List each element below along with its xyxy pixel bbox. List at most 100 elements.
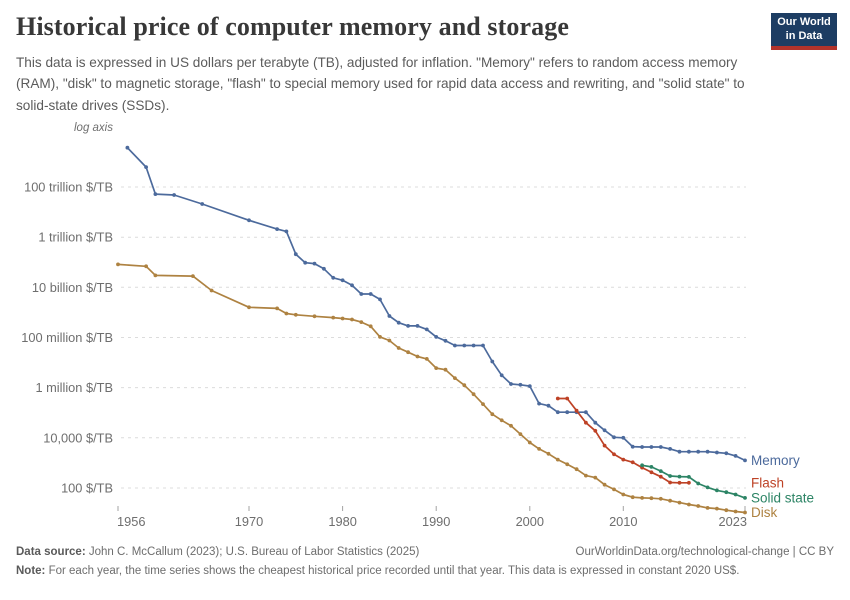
data-point (537, 401, 541, 406)
data-point (518, 432, 523, 436)
data-point (668, 447, 672, 451)
data-point (424, 327, 429, 332)
y-axis-tick-label: 1 trillion $/TB (38, 230, 113, 245)
data-point (574, 467, 579, 472)
series-line-solid-state (641, 464, 746, 499)
data-point (144, 264, 149, 269)
series-solid-state: Solid state (640, 463, 814, 505)
y-axis-tick-label: 10 billion $/TB (32, 280, 113, 295)
data-point (705, 506, 710, 510)
data-point (518, 382, 523, 387)
data-point (359, 320, 364, 324)
data-point (602, 482, 607, 487)
data-point (649, 496, 654, 501)
data-point (696, 504, 701, 508)
data-point (396, 320, 401, 325)
data-point (677, 500, 682, 505)
data-point (331, 275, 336, 280)
data-point (612, 435, 616, 440)
data-point (565, 462, 570, 467)
data-point (715, 506, 719, 511)
price-history-chart: 100 trillion $/TB 1 trillion $/TB 10 billi… (21, 122, 814, 529)
data-point (677, 480, 682, 485)
data-point (584, 473, 588, 478)
data-point (293, 252, 298, 257)
data-point (116, 262, 120, 267)
data-point (705, 485, 710, 490)
data-point (527, 384, 532, 388)
data-point (471, 343, 476, 348)
data-point (696, 449, 701, 454)
data-point (565, 410, 570, 415)
page-title: Historical price of computer memory and … (16, 12, 569, 41)
y-axis-tick-label: 10,000 $/TB (43, 430, 113, 445)
data-point (602, 443, 607, 448)
x-axis-tick-label: 2023 (719, 514, 747, 529)
data-point (303, 260, 308, 265)
data-point (658, 445, 663, 449)
y-axis-tick-label: 100 trillion $/TB (24, 180, 113, 195)
data-point (733, 454, 738, 458)
data-point (172, 193, 177, 197)
data-point (434, 335, 439, 339)
y-axis-tick-label: 100 $/TB (61, 481, 113, 496)
data-point (153, 273, 158, 278)
data-point (668, 474, 672, 478)
owid-logo-line1: Our World (777, 16, 831, 28)
data-point (387, 338, 392, 343)
data-point (415, 324, 420, 328)
data-point (144, 165, 149, 170)
series-end-label-memory: Memory (751, 453, 800, 468)
data-point (350, 283, 354, 288)
data-point (322, 266, 326, 271)
data-point (378, 335, 382, 339)
data-point (200, 202, 205, 206)
data-point (378, 297, 382, 302)
chart-footer: Data source: John C. McCallum (2023); U.… (16, 546, 834, 577)
data-point (743, 496, 747, 500)
series-flash: Flash (555, 396, 784, 490)
data-point (630, 444, 635, 449)
data-point (527, 440, 532, 445)
y-axis-tick-label: 100 million $/TB (21, 330, 113, 345)
data-point (677, 474, 682, 479)
data-point (312, 314, 317, 319)
data-point (687, 502, 691, 507)
x-axis-tick-label: 1956 (117, 514, 145, 529)
data-point (593, 428, 598, 433)
data-point (593, 420, 598, 425)
data-point (715, 450, 719, 455)
data-point (602, 428, 607, 433)
data-point (368, 324, 373, 329)
data-point (247, 305, 251, 310)
data-point (640, 445, 644, 449)
data-point (733, 509, 738, 514)
data-point (565, 396, 570, 401)
series-end-label-flash: Flash (751, 475, 784, 490)
owid-logo: Our World in Data (771, 13, 837, 50)
data-point (593, 475, 598, 480)
data-point (574, 408, 579, 413)
y-axis-tick-label: 1 million $/TB (35, 380, 113, 395)
series-line-disk (117, 263, 746, 514)
data-point (462, 343, 467, 348)
x-axis-tick-label: 2010 (609, 514, 637, 529)
data-point (724, 451, 729, 456)
data-point (275, 306, 279, 311)
owid-url-and-license[interactable]: OurWorldinData.org/technological-change … (575, 546, 834, 558)
data-point (424, 357, 429, 361)
data-point (368, 292, 373, 296)
data-point (696, 481, 701, 486)
data-point (396, 346, 401, 350)
data-point (359, 292, 364, 296)
x-axis-tick-label: 1970 (235, 514, 263, 529)
data-point (658, 496, 663, 501)
data-point (733, 492, 738, 497)
data-point (668, 498, 672, 503)
data-source-label: Data source: (16, 546, 86, 558)
data-point (640, 496, 644, 500)
data-point (555, 410, 560, 415)
data-point (191, 274, 195, 278)
data-point (584, 410, 588, 415)
